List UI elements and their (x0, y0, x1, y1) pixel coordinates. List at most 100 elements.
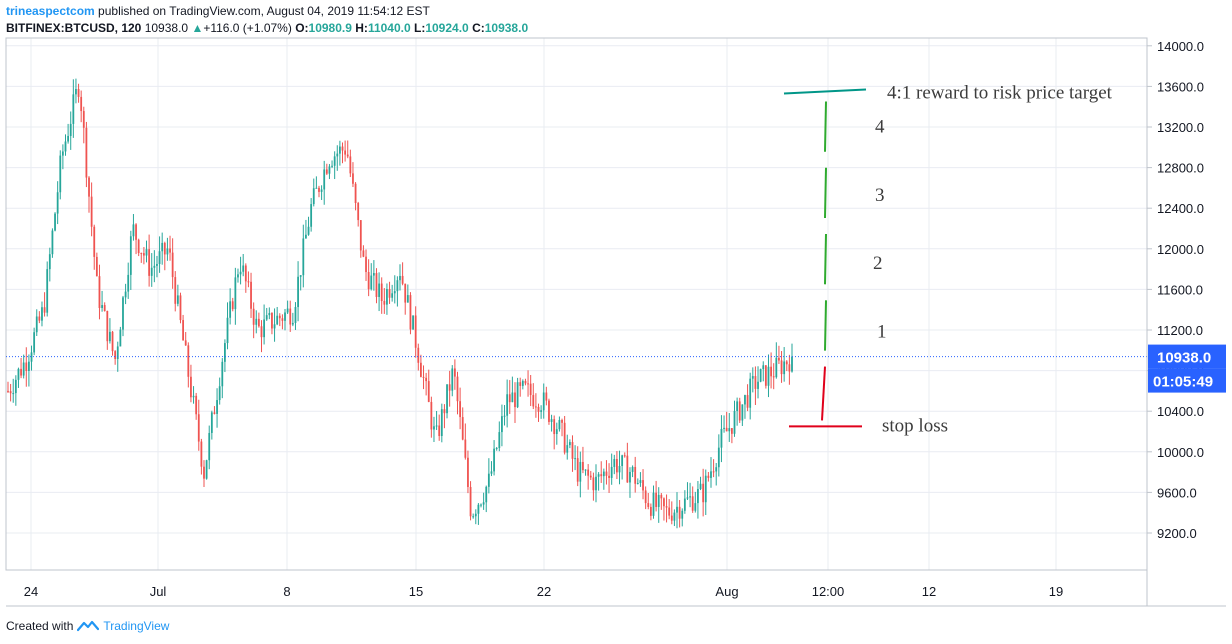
candle-down (93, 226, 96, 257)
candle-up (14, 379, 17, 394)
candle-down (634, 466, 637, 484)
candle-up (568, 442, 571, 446)
candle-down (670, 515, 673, 521)
candle-up (75, 89, 77, 95)
candle-down (623, 455, 626, 457)
candle-down (702, 483, 705, 503)
candle-up (597, 474, 600, 477)
candle-down (20, 368, 22, 376)
candle-down (655, 492, 658, 507)
candle-down (660, 494, 663, 499)
candle-down (25, 362, 28, 371)
x-tick-label: 8 (283, 584, 290, 599)
candle-up (704, 475, 707, 503)
candle-up (689, 496, 691, 498)
candle-down (95, 256, 98, 277)
candle-up (208, 432, 211, 461)
candle-down (114, 351, 117, 359)
candle-down (184, 340, 187, 346)
candle-down (352, 173, 354, 184)
candle-up (602, 471, 605, 477)
candle-up (451, 368, 454, 391)
y-tick-label: 12000.0 (1157, 242, 1204, 257)
candle-down (247, 281, 250, 283)
candle-up (46, 269, 49, 313)
candle-up (717, 447, 720, 468)
candle-up (639, 480, 642, 483)
y-tick-label: 12400.0 (1157, 201, 1204, 216)
candle-up (676, 506, 678, 513)
time-axis[interactable]: 24 Jul 8 15 22 Aug 12:00 12 19 (24, 584, 1063, 599)
candle-up (412, 315, 414, 330)
reward-segment (824, 167, 827, 219)
candle-down (43, 307, 46, 313)
candle-down (589, 475, 592, 478)
candle-up (41, 307, 43, 321)
candle-up (751, 376, 754, 379)
created-with-text: Created with (6, 619, 74, 633)
x-tick-label: Aug (715, 584, 738, 599)
low-value: 10924.0 (425, 21, 469, 35)
candle-down (537, 406, 540, 412)
candle-up (153, 265, 156, 268)
candle-down (82, 111, 85, 128)
candle-up (446, 384, 448, 414)
close-value: 10938.0 (484, 21, 529, 35)
candle-up (145, 249, 148, 256)
published-text: published on TradingView.com, August 04,… (98, 4, 430, 18)
candle-down (80, 96, 83, 112)
candle-up (613, 458, 616, 467)
candle-up (307, 226, 310, 235)
reward-segment (824, 234, 827, 285)
candle-up (127, 274, 130, 292)
candle-down (691, 496, 694, 511)
candle-up (56, 192, 59, 214)
candle-down (707, 475, 710, 478)
candle-down (354, 183, 357, 203)
candle-up (72, 94, 75, 124)
candle-up (331, 165, 333, 167)
price-axis[interactable]: 9200.09600.010000.010400.010800.011200.0… (1147, 39, 1204, 541)
reward-segment (824, 300, 827, 351)
candle-down (325, 169, 328, 174)
candle-up (226, 317, 229, 344)
tradingview-brand-link[interactable]: TradingView (103, 619, 170, 633)
candle-up (767, 366, 770, 386)
x-tick-label: 12 (922, 584, 936, 599)
candle-down (616, 458, 618, 473)
candle-up (490, 471, 493, 474)
author-link[interactable]: trineaspectcom (6, 4, 95, 18)
candle-up (574, 458, 576, 460)
candle-up (757, 381, 759, 389)
candle-up (116, 346, 119, 359)
candle-up (336, 153, 339, 157)
candle-down (77, 89, 80, 97)
candle-up (477, 504, 480, 514)
y-tick-label: 14000.0 (1157, 39, 1204, 54)
candle-up (302, 238, 305, 276)
candle-down (548, 400, 550, 422)
candle-down (250, 281, 252, 309)
candle-down (260, 326, 263, 338)
candle-down (576, 458, 579, 482)
candle-down (780, 360, 783, 375)
candle-up (33, 332, 36, 353)
candle-down (587, 469, 590, 476)
candle-up (542, 392, 545, 411)
candle-down (519, 382, 522, 386)
candle-down (425, 377, 428, 382)
candle-up (733, 410, 736, 434)
candle-down (678, 506, 681, 519)
chart-header: trineaspectcom published on TradingView.… (6, 3, 1226, 36)
step-label: 1 (877, 321, 887, 342)
y-tick-label: 9600.0 (1157, 485, 1197, 500)
candle-up (273, 324, 276, 329)
candle-down (197, 414, 200, 442)
candle-down (422, 376, 425, 378)
candle-up (158, 251, 161, 265)
target-label: 4:1 reward to risk price target (887, 82, 1113, 103)
candle-up (192, 395, 195, 398)
candle-down (380, 283, 383, 302)
candle-up (759, 369, 762, 382)
